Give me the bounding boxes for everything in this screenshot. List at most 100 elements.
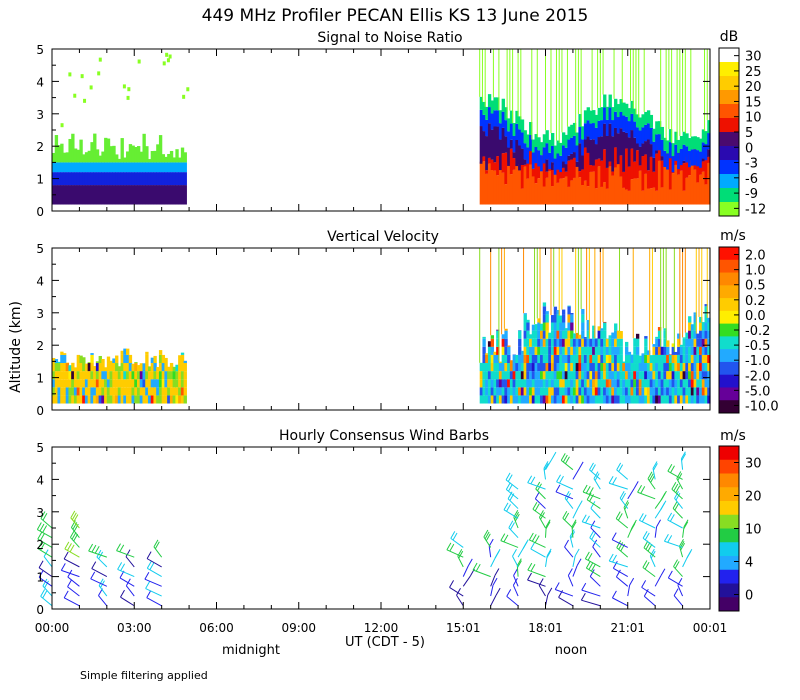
wind-barb-shaft	[529, 539, 546, 548]
vv-cell	[490, 395, 495, 404]
vv-cell	[529, 387, 533, 396]
vv-cell	[572, 338, 577, 347]
snr-cell	[597, 137, 601, 159]
vv-cell	[701, 338, 706, 347]
vv-cell	[704, 371, 708, 380]
colorbar-swatch	[719, 387, 739, 401]
vv-cell	[537, 363, 541, 372]
vv-cell	[553, 371, 558, 380]
wind-barb-feather	[674, 561, 680, 569]
vv-cell	[115, 355, 119, 364]
vv-cell	[183, 387, 187, 396]
vv-cell	[570, 338, 574, 347]
snr-cell	[490, 113, 495, 130]
vv-cell	[578, 371, 582, 380]
vv-cell	[76, 354, 81, 364]
vv-cell	[561, 309, 566, 315]
vv-cell	[674, 371, 678, 380]
vv-cell	[682, 337, 686, 339]
vv-cell	[578, 395, 582, 404]
vv-cell	[608, 338, 612, 347]
vv-cell	[559, 395, 563, 404]
wind-barb-feather	[154, 541, 160, 549]
snr-cell	[622, 187, 626, 205]
snr-speck	[60, 123, 64, 128]
vv-cell	[161, 379, 166, 388]
vv-cell	[136, 387, 141, 396]
snr-cell	[485, 106, 489, 120]
snr-speck	[165, 52, 169, 57]
vv-cell	[68, 365, 72, 372]
snr-cell	[542, 186, 547, 205]
snr-cell	[625, 148, 629, 190]
snr-cell	[567, 126, 571, 140]
snr-cell	[701, 142, 706, 159]
y-tick-label: 2	[36, 140, 44, 154]
vv-cell	[523, 346, 527, 355]
wind-barb-feather	[475, 563, 481, 572]
vv-cell	[515, 371, 519, 380]
vv-cell	[583, 387, 588, 396]
wind-barb-feather	[495, 587, 501, 596]
vv-cell	[699, 330, 703, 339]
vv-cell	[671, 387, 675, 396]
snr-cell	[153, 185, 157, 205]
colorbar-label: 1.0	[745, 264, 766, 279]
vv-cell	[644, 395, 648, 404]
colorbar-swatch	[719, 528, 739, 543]
snr-cell	[57, 172, 61, 186]
vv-cell	[128, 371, 133, 380]
vv-cell	[183, 371, 187, 380]
vv-cell	[515, 387, 519, 396]
snr-cell	[616, 117, 621, 134]
x-tick-label: 03:00	[117, 621, 152, 635]
vv-cell	[556, 387, 560, 396]
snr-cell	[183, 172, 187, 186]
wind-barb-feather	[554, 582, 560, 590]
snr-cell	[487, 107, 492, 124]
vv-cell	[679, 371, 684, 380]
vv-cell	[504, 379, 508, 388]
snr-cell	[172, 162, 176, 173]
vv-cell	[627, 363, 632, 372]
snr-cell	[677, 174, 681, 205]
vv-cell	[101, 371, 105, 380]
vv-cell	[583, 354, 588, 364]
snr-cell	[493, 170, 497, 205]
snr-cell	[605, 136, 610, 168]
vv-cell	[548, 379, 552, 388]
vv-cell	[625, 395, 629, 404]
vv-cell	[498, 363, 503, 372]
vv-cell	[644, 371, 648, 380]
vv-cell	[616, 371, 621, 380]
vv-cell	[690, 346, 695, 355]
vv-cell	[504, 363, 508, 372]
snr-cell	[73, 162, 78, 173]
vv-cell	[586, 387, 590, 396]
wind-barb-feather	[580, 592, 586, 601]
snr-cell	[677, 139, 681, 153]
vv-cell	[581, 387, 585, 396]
snr-cell	[586, 107, 590, 121]
vv-cell	[487, 379, 492, 388]
vv-cell	[545, 379, 549, 388]
snr-cell	[537, 178, 541, 205]
vv-cell	[581, 338, 585, 347]
wind-barb-feather	[641, 580, 647, 588]
vv-cell	[660, 387, 664, 396]
snr-cell	[635, 127, 640, 144]
vv-cell	[581, 363, 585, 372]
vv-cell	[553, 363, 558, 372]
wind-barb-feather	[640, 486, 646, 494]
vv-cell	[507, 387, 511, 396]
vv-cell	[597, 354, 601, 364]
noon-label: noon	[555, 643, 587, 658]
wind-barb-shaft	[37, 529, 53, 539]
snr-cell	[123, 172, 127, 186]
vv-cell	[630, 387, 634, 396]
vv-cell	[512, 354, 516, 364]
wind-barb-feather	[535, 481, 541, 490]
wind-barb-shaft	[98, 595, 108, 607]
vv-cell	[169, 387, 174, 396]
vv-cell	[487, 371, 492, 380]
